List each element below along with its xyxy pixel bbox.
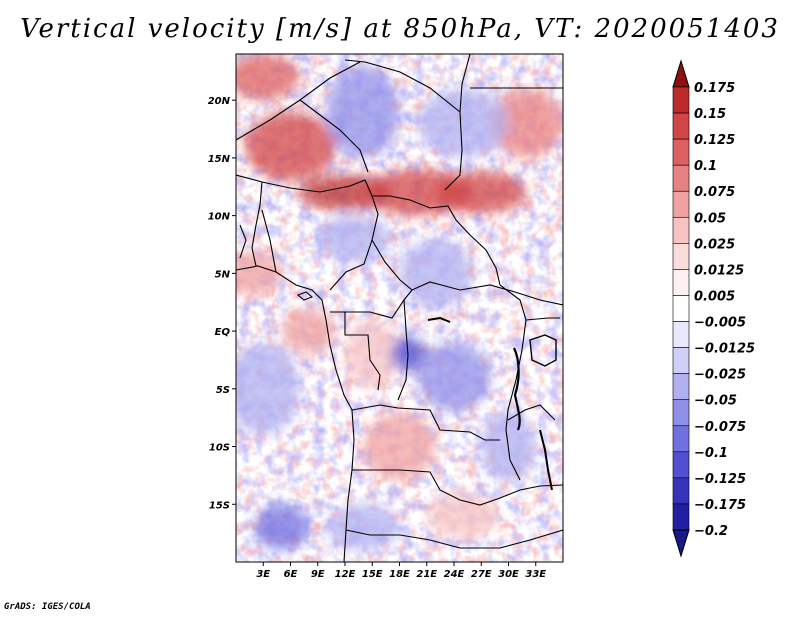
colorbar-segment xyxy=(672,451,690,479)
colorbar-segment xyxy=(672,399,690,427)
colorbar-label: 0.05 xyxy=(694,211,726,226)
field-feature xyxy=(236,342,300,435)
field-feature xyxy=(236,54,300,101)
field-feature xyxy=(254,504,309,551)
field-feature xyxy=(417,342,491,412)
x-tick-label: 12E xyxy=(335,569,356,580)
y-tick-label: 10N xyxy=(208,212,231,223)
colorbar-label: −0.2 xyxy=(694,524,728,539)
colorbar-segment xyxy=(672,243,690,270)
country-borders xyxy=(236,54,563,562)
colorbar-label: 0.005 xyxy=(694,289,735,304)
field-feature xyxy=(390,336,427,372)
colorbar-label: −0.175 xyxy=(694,498,746,513)
colorbar-label: 0.1 xyxy=(694,159,717,174)
colorbar-label: −0.125 xyxy=(694,472,746,487)
colorbar-segment xyxy=(672,269,690,296)
x-tick-label: 9E xyxy=(311,569,325,580)
y-tick-label: EQ xyxy=(215,327,231,338)
y-tick-label: 5S xyxy=(216,385,230,396)
x-tick-label: 18E xyxy=(389,569,410,580)
colorbar-label: 0.025 xyxy=(694,237,735,252)
chart-title: Vertical velocity [m/s] at 850hPa, VT: 2… xyxy=(20,14,780,44)
x-tick-label: 6E xyxy=(284,569,298,580)
colorbar-label: 0.0125 xyxy=(694,263,744,278)
x-axis: 3E 6E 9E 12E 15E 18E 21E 24E 27E 30E 33E xyxy=(256,562,546,580)
colorbar-label: 0.125 xyxy=(694,133,735,148)
colorbar-label: 0.15 xyxy=(694,107,726,122)
colorbar-segment xyxy=(672,321,690,348)
velocity-field xyxy=(236,54,563,562)
colorbar: 0.175 0.15 0.125 0.1 0.075 0.05 0.025 0.0125 0.0… xyxy=(672,59,755,558)
y-tick-label: 10S xyxy=(209,443,230,454)
field-feature xyxy=(490,88,563,158)
colorbar-segment xyxy=(672,86,690,114)
colorbar-label: −0.075 xyxy=(694,420,746,435)
field-feature xyxy=(236,250,282,297)
colorbar-bottom-arrow xyxy=(672,529,690,558)
colorbar-segment xyxy=(672,347,690,374)
y-tick-label: 15N xyxy=(208,154,231,165)
x-tick-label: 27E xyxy=(471,569,492,580)
field-feature xyxy=(345,319,400,389)
y-tick-label: 5N xyxy=(215,269,231,280)
x-tick-label: 24E xyxy=(444,569,465,580)
field-feature xyxy=(426,492,500,539)
field-feature xyxy=(435,171,527,214)
field-feature xyxy=(281,308,336,355)
field-feature xyxy=(326,65,400,158)
colorbar-label: 0.075 xyxy=(694,185,735,200)
colorbar-label: −0.005 xyxy=(694,316,746,331)
colorbar-segment xyxy=(672,425,690,453)
colorbar-label: −0.1 xyxy=(694,446,728,461)
field-feature xyxy=(317,215,391,262)
colorbar-segment xyxy=(672,295,690,322)
colorbar-label: −0.025 xyxy=(694,368,746,383)
x-tick-label: 33E xyxy=(525,569,546,580)
colorbar-segment xyxy=(672,112,690,140)
colorbar-top-arrow xyxy=(672,59,690,88)
y-axis: 20N 15N 10N 5N EQ 5S 10S 15S xyxy=(208,96,236,511)
colorbar-segment xyxy=(672,138,690,166)
field-feature xyxy=(245,111,336,181)
colorbar-segment xyxy=(672,164,690,192)
colorbar-segment xyxy=(672,477,690,505)
y-tick-label: 15S xyxy=(209,500,230,511)
x-tick-label: 15E xyxy=(362,569,383,580)
x-tick-label: 3E xyxy=(256,569,270,580)
colorbar-segment xyxy=(672,216,690,244)
field-feature xyxy=(417,88,509,158)
colorbar-segment xyxy=(672,373,690,401)
colorbar-label: 0.175 xyxy=(694,81,735,96)
colorbar-segment xyxy=(672,503,690,531)
field-feature xyxy=(326,504,400,551)
y-tick-label: 20N xyxy=(208,96,231,107)
colorbar-segment xyxy=(672,190,690,218)
grads-credit: GrADS: IGES/COLA xyxy=(4,602,91,612)
field-feature xyxy=(363,411,436,482)
colorbar-label: −0.05 xyxy=(694,394,737,409)
field-feature xyxy=(399,238,473,308)
x-tick-label: 21E xyxy=(416,569,437,580)
x-tick-label: 30E xyxy=(498,569,519,580)
colorbar-label: −0.0125 xyxy=(694,342,755,357)
